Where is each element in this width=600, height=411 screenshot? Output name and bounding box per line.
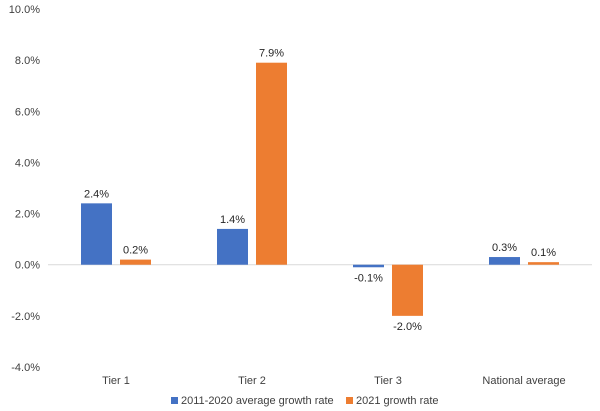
legend: 2011-2020 average growth rate 2021 growth… — [171, 395, 439, 407]
bar-avg-2011-2020-tier-1 — [81, 203, 112, 265]
legend-label: 2011-2020 average growth rate — [181, 395, 334, 407]
legend-swatch — [346, 397, 353, 404]
bar-avg-2011-2020-tier-3 — [353, 264, 384, 268]
y-tick-label: 10.0% — [9, 4, 40, 16]
data-label: -0.1% — [354, 272, 383, 284]
data-labels: 2.4% 0.2% 1.4% 7.9% -0.1% -2.0% 0.3% 0.1% — [84, 48, 556, 333]
x-category-label: Tier 2 — [238, 375, 266, 387]
bars — [81, 62, 559, 316]
y-tick-label: 2.0% — [15, 209, 40, 221]
y-tick-label: 8.0% — [15, 55, 40, 67]
legend-label: 2021 growth rate — [356, 395, 439, 407]
data-label: 0.2% — [123, 245, 148, 257]
bar-growth-2021-tier-2 — [256, 62, 287, 265]
bar-avg-2011-2020-tier-2 — [217, 228, 248, 265]
x-category-label: Tier 3 — [374, 375, 402, 387]
data-label: 1.4% — [220, 214, 245, 226]
x-category-label: Tier 1 — [102, 375, 130, 387]
data-label: 0.1% — [531, 247, 556, 259]
y-tick-label: 6.0% — [15, 106, 40, 118]
data-label: 2.4% — [84, 188, 109, 200]
data-label: 0.3% — [492, 242, 517, 254]
bar-growth-2021-national-average — [528, 262, 559, 265]
x-axis-category-labels: Tier 1 Tier 2 Tier 3 National average — [102, 375, 565, 387]
y-tick-label: 4.0% — [15, 157, 40, 169]
x-category-label: National average — [482, 375, 565, 387]
legend-swatch — [171, 397, 178, 404]
y-tick-label: -4.0% — [11, 362, 40, 374]
y-tick-label: 0.0% — [15, 260, 40, 272]
bar-avg-2011-2020-national-average — [489, 257, 520, 265]
bar-growth-2021-tier-1 — [120, 259, 151, 265]
bar-growth-2021-tier-3 — [392, 264, 423, 316]
data-label: -2.0% — [393, 321, 422, 333]
data-label: 7.9% — [259, 48, 284, 60]
y-tick-label: -2.0% — [11, 311, 40, 323]
y-axis-ticks: 10.0% 8.0% 6.0% 4.0% 2.0% 0.0% -2.0% -4.0% — [9, 4, 40, 374]
